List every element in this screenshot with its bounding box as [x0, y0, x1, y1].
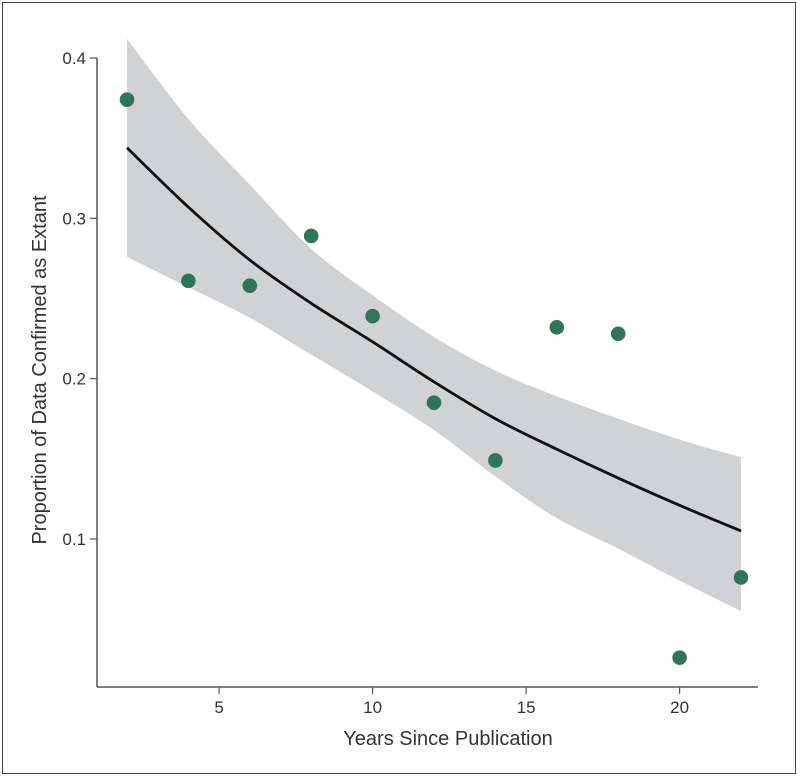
x-tick-label: 15 — [517, 698, 536, 717]
y-tick-label: 0.3 — [62, 209, 86, 228]
data-point — [733, 570, 749, 585]
y-axis-title: Proportion of Data Confirmed as Extant — [29, 195, 51, 545]
confidence-band-area — [127, 38, 741, 612]
y-tick-label: 0.1 — [62, 530, 86, 549]
confidence-band — [127, 38, 741, 612]
data-point — [303, 228, 319, 244]
data-point — [181, 273, 196, 289]
x-tick-label: 5 — [214, 698, 223, 717]
x-axis-title: Years Since Publication — [343, 728, 552, 750]
data-points — [119, 92, 749, 665]
data-point — [365, 308, 380, 324]
y-axis-ticks: 0.1 0.2 0.3 0.4 — [62, 49, 97, 549]
data-point — [119, 92, 135, 107]
fitted-curve — [126, 146, 742, 533]
data-point — [426, 395, 442, 411]
data-point — [672, 650, 687, 665]
data-point — [242, 278, 258, 293]
trend-line — [126, 146, 742, 533]
axes — [96, 58, 758, 688]
y-tick-label: 0.4 — [62, 49, 86, 68]
data-point — [610, 326, 626, 342]
x-tick-label: 10 — [363, 698, 382, 717]
x-tick-label: 20 — [670, 698, 689, 717]
x-axis-ticks: 5 10 15 20 — [214, 687, 689, 717]
data-point — [549, 320, 565, 335]
y-tick-label: 0.2 — [62, 370, 86, 389]
data-point — [488, 453, 503, 468]
